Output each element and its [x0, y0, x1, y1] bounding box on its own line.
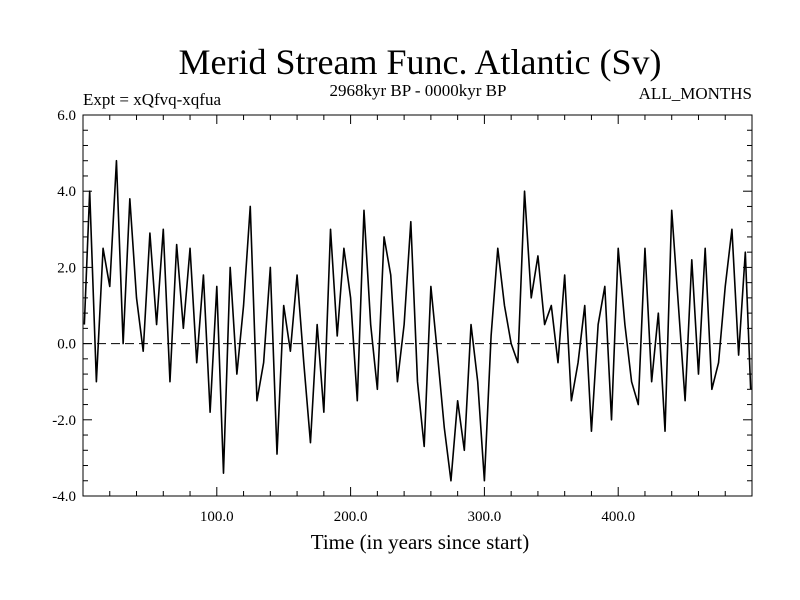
plot-frame: [82, 114, 753, 497]
x-tick-label: 300.0: [468, 509, 502, 525]
axis-ticks: [83, 114, 752, 497]
x-tick-label: 400.0: [601, 509, 635, 525]
x-tick-label: 200.0: [334, 509, 368, 525]
y-tick-label: 4.0: [57, 184, 76, 200]
x-tick-labels: 100.0 200.0 300.0 400.0: [200, 509, 635, 525]
chart-subtitle-center: 2968kyr BP - 0000kyr BP: [330, 81, 507, 100]
chart-subtitle-right: ALL_MONTHS: [639, 84, 752, 103]
x-axis-label: Time (in years since start): [311, 530, 530, 554]
y-tick-label: -2.0: [52, 413, 76, 429]
y-tick-label: 6.0: [57, 108, 76, 124]
x-tick-label: 100.0: [200, 509, 234, 525]
y-tick-labels: -4.0 -2.0 0.0 2.0 4.0 6.0: [52, 108, 76, 505]
chart-title: Merid Stream Func. Atlantic (Sv): [179, 42, 662, 82]
series-line: [83, 159, 752, 482]
y-tick-label: -4.0: [52, 489, 76, 505]
y-tick-label: 0.0: [57, 337, 76, 353]
y-tick-label: 2.0: [57, 260, 76, 276]
chart-subtitle-left: Expt = xQfvq-xqfua: [83, 90, 221, 109]
